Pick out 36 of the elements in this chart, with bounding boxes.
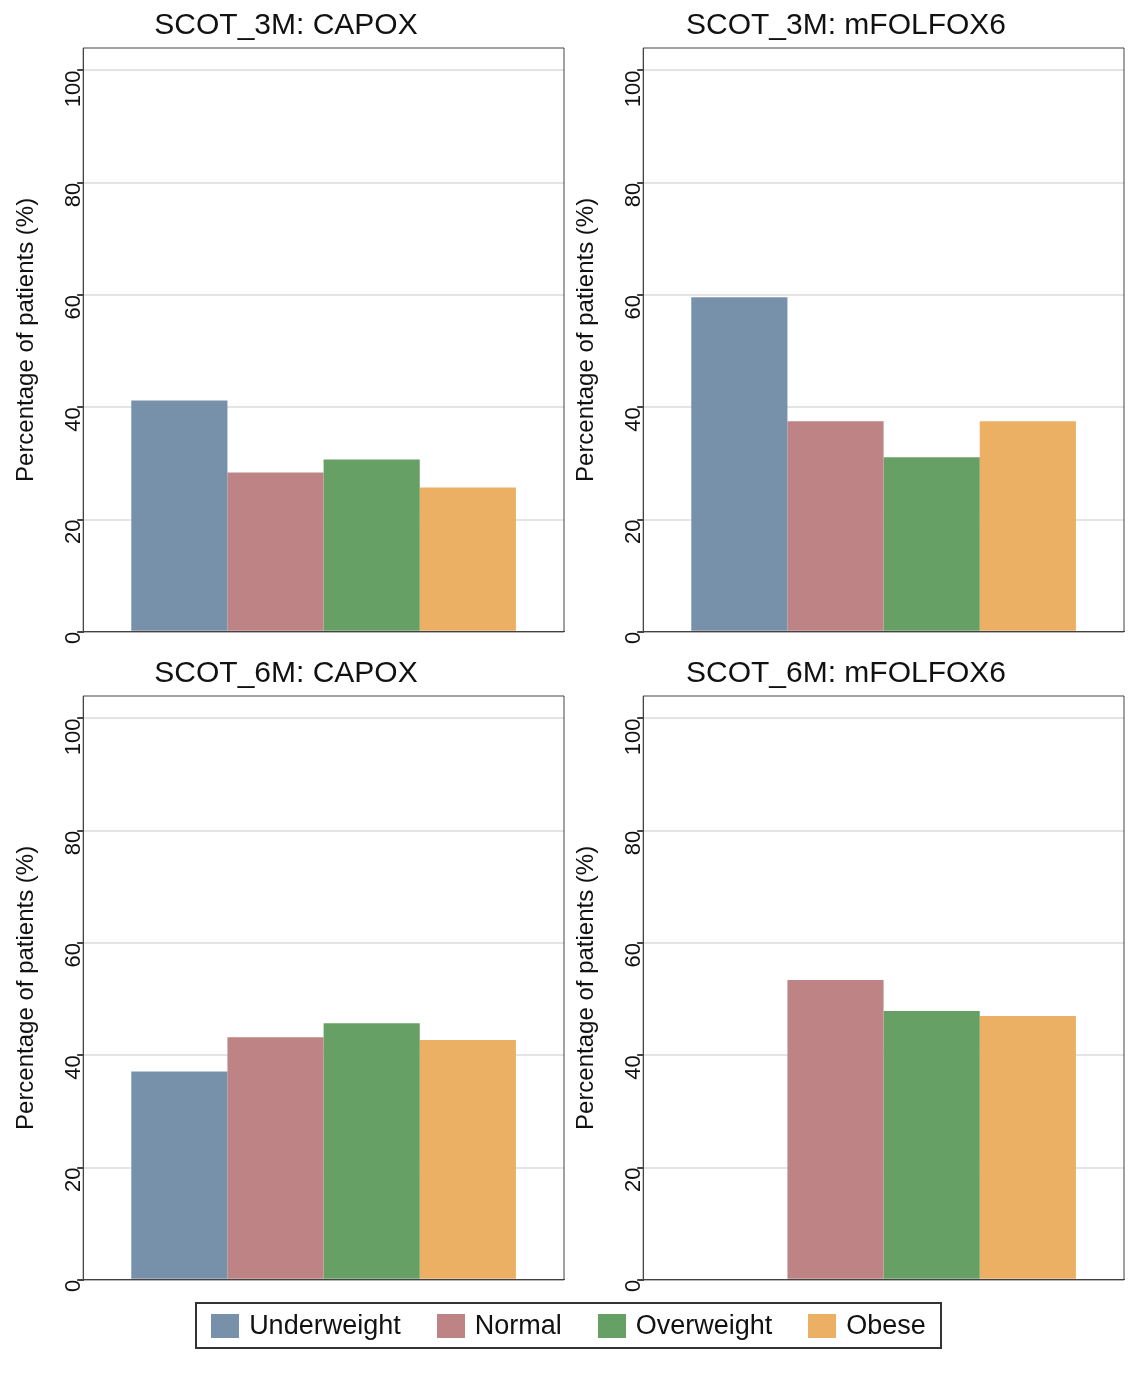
y-tick-label: 0 [60, 631, 86, 645]
y-tick-label: 20 [60, 519, 86, 545]
y-tick-label: 80 [620, 182, 646, 208]
chart-title: SCOT_6M: CAPOX [154, 655, 418, 689]
y-axis-title: Percentage of patients (%) [11, 197, 39, 482]
chart-title: SCOT_6M: mFOLFOX6 [685, 655, 1007, 689]
y-tick-label: 0 [620, 631, 646, 645]
y-tick-label: 100 [60, 718, 86, 756]
y-tick-label: 40 [620, 407, 646, 432]
y-tick-label: 60 [60, 294, 86, 320]
y-tick-label: 100 [620, 70, 646, 108]
y-axis-title: Percentage of patients (%) [571, 845, 599, 1130]
y-tick-label: 40 [60, 407, 86, 432]
y-tick-label: 20 [620, 1167, 646, 1193]
legend-label: Underweight [249, 1310, 401, 1341]
y-tick-label: 0 [60, 1279, 86, 1293]
y-tick-label: 20 [620, 519, 646, 545]
chart-title: SCOT_3M: CAPOX [154, 7, 418, 41]
y-tick-label: 40 [620, 1055, 646, 1080]
legend-label: Overweight [635, 1310, 773, 1341]
y-tick-label: 20 [60, 1167, 86, 1193]
y-tick-label: 80 [60, 182, 86, 208]
legend-label: Normal [474, 1310, 562, 1341]
y-axis-title: Percentage of patients (%) [571, 197, 599, 482]
y-axis-title: Percentage of patients (%) [11, 845, 39, 1130]
y-tick-label: 0 [620, 1279, 646, 1293]
y-tick-label: 60 [620, 294, 646, 320]
y-tick-label: 80 [620, 830, 646, 856]
y-tick-label: 40 [60, 1055, 86, 1080]
y-tick-label: 60 [60, 942, 86, 968]
y-tick-label: 80 [60, 830, 86, 856]
y-tick-label: 100 [620, 718, 646, 756]
legend-label: Obese [846, 1310, 926, 1341]
y-tick-label: 100 [60, 70, 86, 108]
y-tick-label: 60 [620, 942, 646, 968]
chart-title: SCOT_3M: mFOLFOX6 [685, 7, 1007, 41]
